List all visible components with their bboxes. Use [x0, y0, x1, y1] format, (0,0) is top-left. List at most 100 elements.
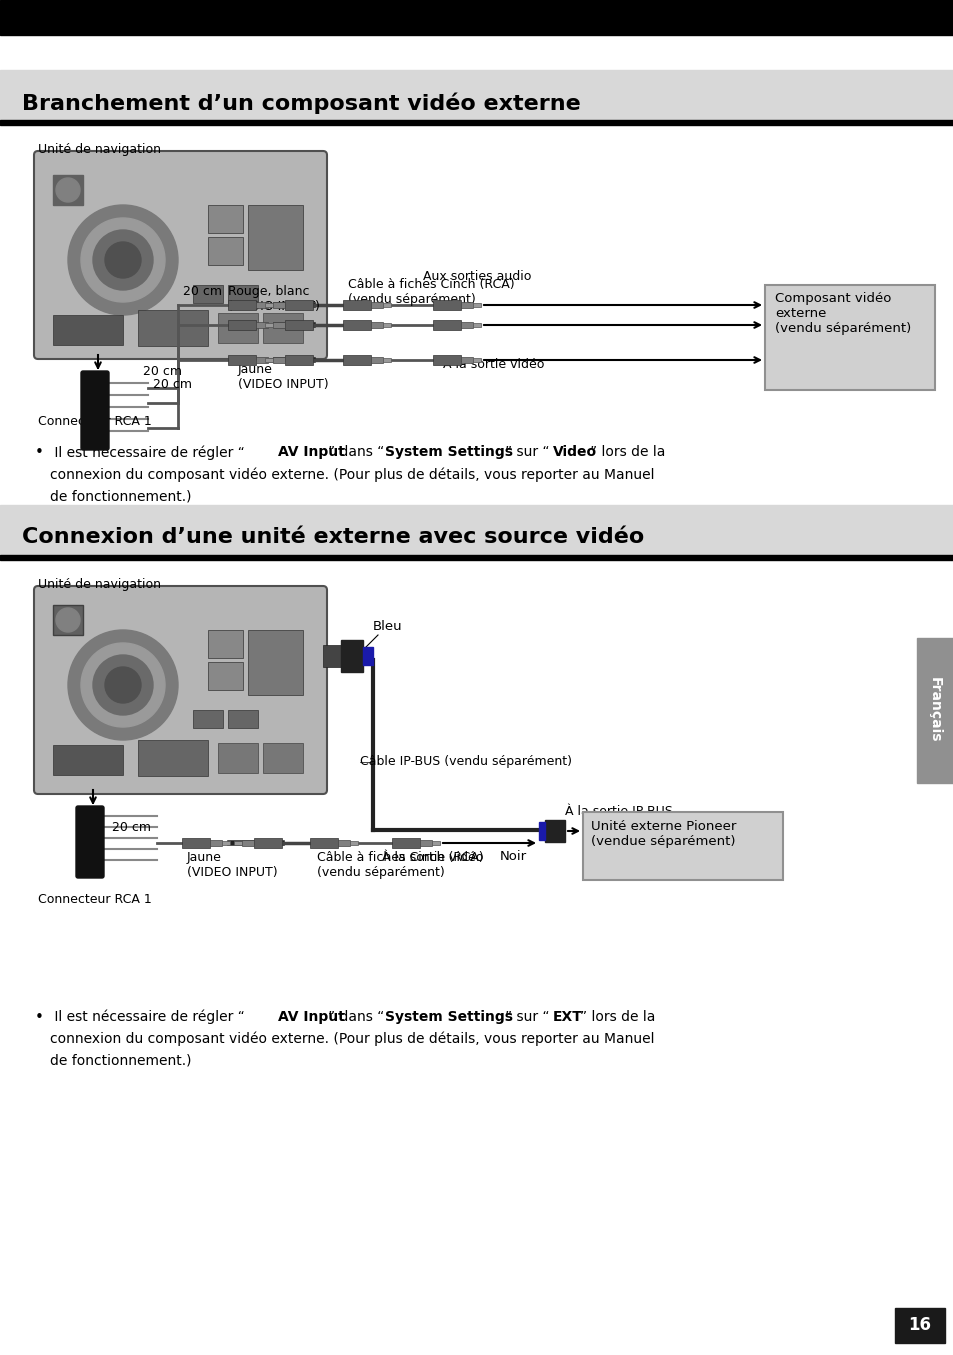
Circle shape: [105, 667, 141, 703]
Bar: [268, 322, 275, 327]
Bar: [343, 355, 371, 364]
Text: Unité de navigation: Unité de navigation: [38, 579, 161, 591]
Bar: [432, 841, 439, 846]
Bar: [460, 322, 473, 328]
Bar: [392, 837, 419, 848]
Text: Câble à fiches Cinch (RCA)
(vendu séparément): Câble à fiches Cinch (RCA) (vendu séparé…: [316, 851, 483, 879]
FancyBboxPatch shape: [76, 806, 104, 878]
Bar: [273, 302, 285, 308]
Bar: [248, 630, 303, 695]
Bar: [53, 745, 123, 775]
Bar: [268, 358, 275, 362]
Text: Rouge, blanc
(AUDIO INPUT): Rouge, blanc (AUDIO INPUT): [228, 285, 319, 313]
Bar: [53, 314, 123, 346]
Bar: [208, 237, 243, 266]
Bar: [337, 840, 350, 846]
Text: Noir: Noir: [499, 850, 527, 863]
Circle shape: [81, 218, 165, 302]
FancyBboxPatch shape: [34, 585, 327, 794]
Bar: [265, 358, 273, 362]
Bar: [0, 121, 953, 125]
Text: AV Input: AV Input: [277, 444, 344, 459]
Text: À la sortie vidéo: À la sortie vidéo: [381, 851, 483, 864]
Bar: [53, 175, 83, 205]
Bar: [255, 302, 268, 308]
Bar: [285, 320, 313, 331]
Bar: [916, 638, 953, 783]
Text: 20 cm: 20 cm: [183, 285, 222, 298]
Text: 20 cm: 20 cm: [143, 364, 182, 378]
Bar: [208, 663, 243, 690]
Bar: [419, 840, 432, 846]
Bar: [233, 841, 242, 846]
Bar: [255, 356, 268, 363]
Bar: [228, 299, 255, 310]
Bar: [228, 320, 255, 331]
Text: Video: Video: [553, 444, 597, 459]
Bar: [343, 320, 371, 331]
Circle shape: [81, 644, 165, 728]
Text: connexion du composant vidéo externe. (Pour plus de détails, vous reporter au Ma: connexion du composant vidéo externe. (P…: [50, 467, 654, 481]
Text: Unité de navigation: Unité de navigation: [38, 144, 161, 156]
Text: À la sortie vidéo: À la sortie vidéo: [442, 358, 544, 371]
Text: À la sortie IP-BUS: À la sortie IP-BUS: [564, 805, 672, 818]
Bar: [222, 841, 230, 846]
Text: ” sur “: ” sur “: [504, 444, 549, 459]
Text: Connecteur RCA 1: Connecteur RCA 1: [38, 893, 152, 906]
Bar: [350, 841, 357, 846]
Bar: [193, 710, 223, 728]
Bar: [263, 313, 303, 343]
Bar: [433, 320, 460, 331]
Bar: [228, 355, 255, 364]
Bar: [268, 304, 275, 308]
Text: Français: Français: [927, 678, 941, 743]
Bar: [894, 1308, 944, 1343]
Text: EXT: EXT: [553, 1009, 582, 1024]
Bar: [433, 299, 460, 310]
Bar: [371, 302, 382, 308]
Bar: [371, 356, 382, 363]
Bar: [265, 322, 273, 327]
Circle shape: [56, 178, 80, 202]
Text: Connecteur RCA 1: Connecteur RCA 1: [38, 415, 152, 428]
Bar: [273, 322, 285, 328]
Bar: [253, 837, 282, 848]
Bar: [323, 645, 340, 667]
Text: AV Input: AV Input: [277, 1009, 344, 1024]
Text: Aux sorties audio: Aux sorties audio: [422, 270, 531, 283]
Text: System Settings: System Settings: [385, 444, 513, 459]
Bar: [343, 299, 371, 310]
Bar: [460, 302, 473, 308]
Bar: [538, 822, 544, 840]
Bar: [0, 70, 953, 121]
Circle shape: [68, 205, 178, 314]
Bar: [242, 840, 253, 846]
Text: ” sur “: ” sur “: [504, 1009, 549, 1024]
Bar: [371, 322, 382, 328]
Bar: [382, 304, 391, 308]
Bar: [473, 322, 480, 327]
Text: •: •: [35, 1009, 44, 1024]
Bar: [208, 205, 243, 233]
Circle shape: [56, 608, 80, 631]
Bar: [228, 710, 257, 728]
Bar: [182, 837, 210, 848]
Text: Composant vidéo
externe
(vendu séparément): Composant vidéo externe (vendu séparémen…: [774, 291, 910, 335]
Bar: [0, 505, 953, 556]
Text: Bleu: Bleu: [373, 621, 402, 633]
Bar: [433, 355, 460, 364]
Text: 20 cm: 20 cm: [112, 821, 151, 833]
Text: de fonctionnement.): de fonctionnement.): [50, 489, 192, 503]
Bar: [138, 310, 208, 346]
Text: 16: 16: [907, 1316, 930, 1335]
Bar: [138, 740, 208, 776]
Text: System Settings: System Settings: [385, 1009, 513, 1024]
Bar: [460, 356, 473, 363]
Bar: [285, 355, 313, 364]
Bar: [0, 0, 953, 35]
Bar: [764, 285, 934, 390]
Bar: [0, 556, 953, 560]
Bar: [582, 812, 782, 879]
Bar: [382, 358, 391, 362]
Text: ” dans “: ” dans “: [328, 444, 384, 459]
